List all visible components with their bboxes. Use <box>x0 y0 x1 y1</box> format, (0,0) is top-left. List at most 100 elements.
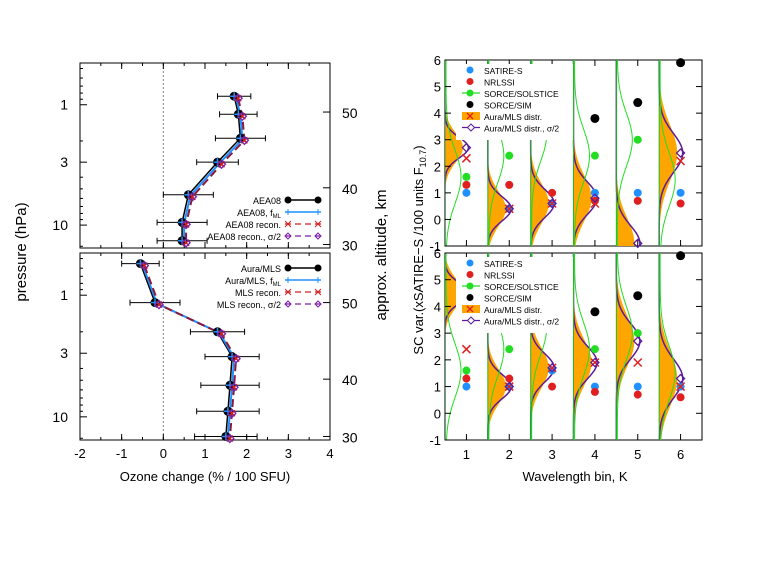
data-point-diamond <box>216 328 227 339</box>
legend-marker <box>284 300 292 308</box>
mid-y-axis-label: approx. altitude, km <box>373 190 390 321</box>
mls-diamond <box>504 203 515 214</box>
y-tick-label: 2 <box>434 353 441 368</box>
x-tick-label: 1 <box>463 447 470 462</box>
nrlssi-point <box>462 374 471 383</box>
mls-distribution-fill <box>616 60 635 246</box>
satire-point <box>633 382 642 391</box>
data-point-diamond <box>231 353 242 364</box>
y-tick-label: 0 <box>434 212 441 227</box>
legend-label: AEA08 recon. <box>225 220 281 230</box>
legend-marker <box>314 288 322 296</box>
mls-distribution-fill <box>530 60 549 246</box>
legend-label: MLS recon. <box>235 288 281 298</box>
x-tick-label: 3 <box>548 447 555 462</box>
legend-marker <box>284 288 292 296</box>
legend-marker <box>314 300 322 308</box>
legend-label: Aura/MLS distr. <box>484 305 542 315</box>
legend-marker <box>314 220 322 228</box>
pressure-tick-label: 3 <box>60 345 68 361</box>
legend-marker <box>466 316 476 325</box>
sim-point <box>676 58 686 68</box>
data-point-diamond <box>216 159 227 170</box>
satire-point <box>590 188 599 197</box>
solstice-curve <box>659 253 676 440</box>
x-tick-label: 6 <box>677 447 684 462</box>
right-y-label-end: ) <box>411 145 426 149</box>
legend-marker <box>314 196 322 204</box>
legend-label: NRLSSI <box>484 78 515 88</box>
legend-marker <box>466 66 474 74</box>
solstice-point <box>590 151 599 160</box>
y-tick-label: 6 <box>434 53 441 68</box>
legend-label: Aura/MLS distr., σ/2 <box>484 124 559 134</box>
x-tick-label: 2 <box>243 446 250 461</box>
legend-label: AEA08 recon., σ/2 <box>207 232 281 242</box>
nrlssi-point <box>676 393 685 402</box>
altitude-tick-label: 50 <box>342 105 358 121</box>
solstice-point <box>462 172 471 181</box>
altitude-tick-label: 30 <box>342 238 358 254</box>
data-point-diamond <box>139 260 150 271</box>
data-point-diamond <box>181 219 192 230</box>
legend-label: AEA08, fML <box>237 208 282 220</box>
ozone-panel-aea08 <box>79 62 331 249</box>
legend-label: SORCE/SIM <box>484 101 532 111</box>
pressure-tick-label: 1 <box>60 97 68 113</box>
pressure-tick-label: 10 <box>52 217 68 233</box>
mls-cross <box>633 357 643 368</box>
ozone-panel-mls <box>79 252 331 441</box>
y-tick-label: 3 <box>434 133 441 148</box>
mls-diamond <box>547 362 558 373</box>
y-tick-label: 2 <box>434 159 441 174</box>
mls-cross <box>504 204 514 214</box>
legend-label: SORCE/SOLSTICE <box>484 282 559 292</box>
nrlssi-point <box>590 196 599 205</box>
y-tick-label: 1 <box>434 186 441 201</box>
data-point-diamond <box>239 135 250 146</box>
legend-marker <box>466 101 474 108</box>
y-tick-label: 0 <box>434 406 441 421</box>
legend-marker <box>462 305 480 313</box>
mls-cross <box>590 357 600 368</box>
solstice-point <box>462 366 471 375</box>
solstice-point <box>505 151 514 160</box>
mls-cross <box>461 153 471 163</box>
y-tick-label: 5 <box>434 273 441 288</box>
satire-point <box>633 188 642 197</box>
y-tick-label: 4 <box>434 299 441 314</box>
legend-label: Aura/MLS distr. <box>484 112 542 122</box>
mls-distribution-fill <box>616 253 635 440</box>
sim-point <box>590 307 600 317</box>
mls-diamond <box>547 198 558 209</box>
x-tick-label: 4 <box>326 446 333 461</box>
mls-cross <box>504 382 514 392</box>
nrlssi-point <box>548 382 557 391</box>
mls-cross <box>676 382 686 392</box>
mls-diamond <box>675 373 686 384</box>
legend-marker <box>466 282 474 290</box>
mls-diamond <box>632 238 643 249</box>
nrlssi-point <box>505 374 514 383</box>
left-x-axis-label: Ozone change (% / 100 SFU) <box>120 469 291 484</box>
mls-distribution-fill <box>659 60 678 246</box>
data-point-diamond <box>181 237 192 248</box>
altitude-tick-label: 40 <box>342 181 358 197</box>
solstice-point <box>590 345 599 354</box>
y-tick-label: 6 <box>434 246 441 261</box>
legend-marker <box>466 112 474 120</box>
legend-marker <box>284 232 292 240</box>
legend-marker <box>466 123 476 132</box>
sim-point <box>590 113 600 123</box>
x-tick-label: 2 <box>506 447 513 462</box>
nrlssi-point <box>633 196 642 205</box>
satire-point <box>548 366 557 375</box>
solstice-curve <box>445 60 462 246</box>
data-point-diamond <box>233 93 244 104</box>
data-point-diamond <box>224 433 235 444</box>
solstice-curve <box>616 253 633 440</box>
legend-marker <box>466 305 474 313</box>
nrlssi-point <box>633 390 642 399</box>
legend-marker <box>466 78 474 85</box>
